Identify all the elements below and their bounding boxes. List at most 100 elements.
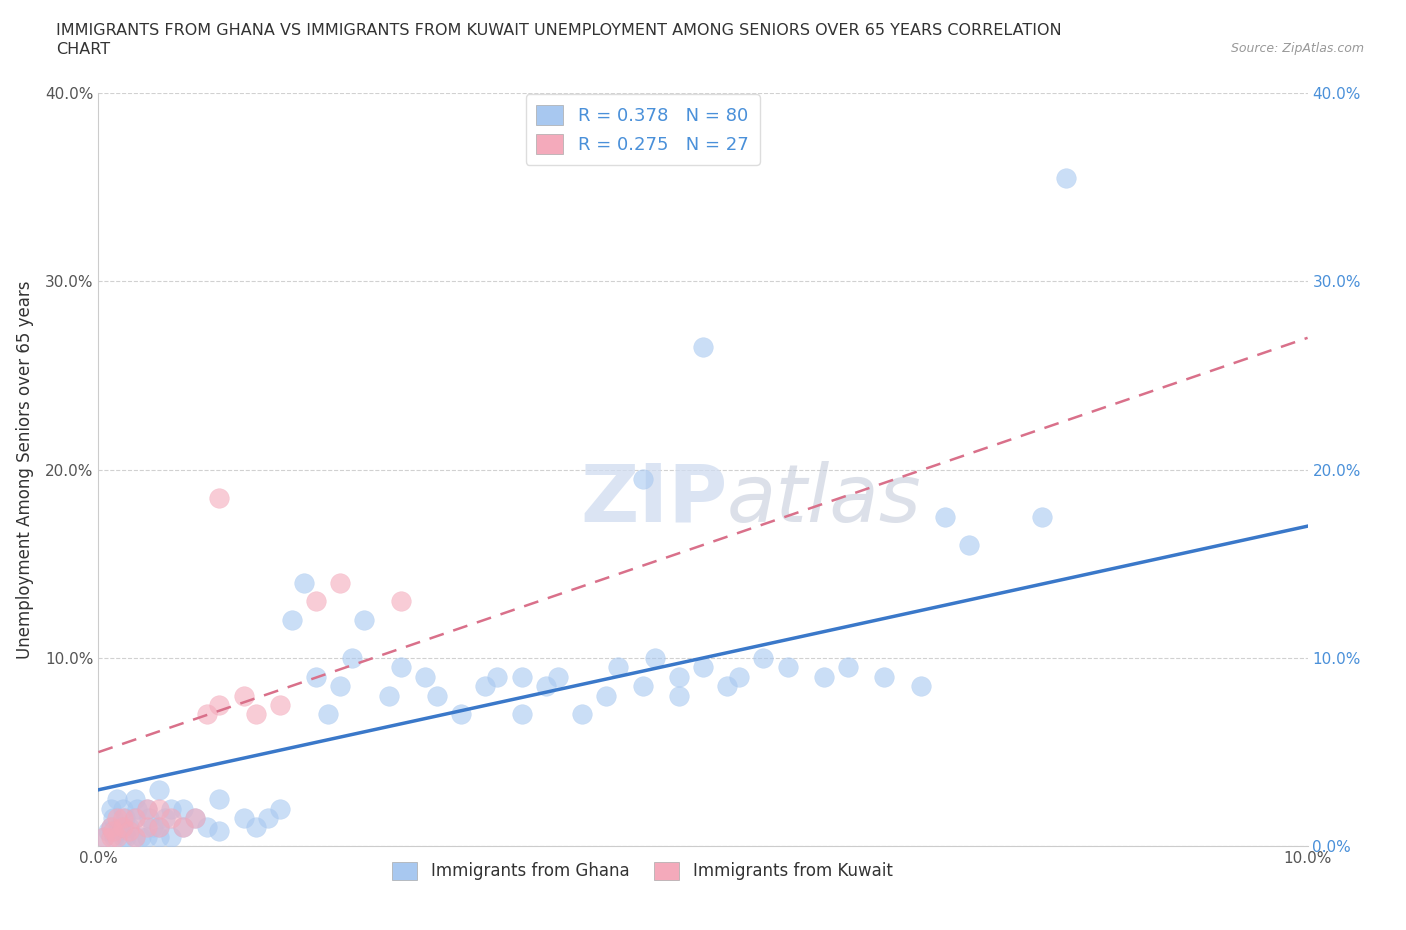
Point (195, 707, 218, 722)
Point (138, 811, 160, 826)
Point (124, 811, 146, 826)
Point (129, 830, 152, 844)
Point (208, 791, 231, 806)
Point (752, 651, 775, 666)
Point (232, 688, 254, 703)
Point (101, 824, 124, 839)
Point (426, 688, 449, 703)
Point (111, 811, 134, 826)
Point (342, 651, 364, 666)
Point (389, 660, 412, 675)
Point (105, 830, 128, 844)
Point (631, 472, 654, 486)
Point (692, 660, 714, 675)
Point (100, 802, 122, 817)
Point (547, 670, 569, 684)
Point (1054, 170, 1077, 185)
Point (644, 651, 666, 666)
Point (103, 830, 125, 844)
Point (486, 670, 509, 684)
Point (148, 820, 170, 835)
Point (160, 802, 183, 817)
Point (118, 820, 141, 835)
Point (510, 670, 533, 684)
Point (776, 660, 799, 675)
Point (124, 811, 146, 826)
Point (93, 830, 115, 844)
Point (135, 830, 157, 844)
Point (389, 594, 412, 609)
Point (100, 830, 122, 844)
Point (571, 707, 593, 722)
Point (135, 820, 157, 835)
Point (208, 490, 231, 505)
Point (607, 660, 630, 675)
Point (114, 811, 136, 826)
Point (910, 679, 932, 694)
Point (105, 791, 128, 806)
Point (93, 830, 115, 844)
Point (142, 820, 165, 835)
Point (716, 679, 738, 694)
Point (172, 820, 194, 835)
Point (316, 707, 339, 722)
Point (692, 339, 714, 354)
Point (124, 791, 146, 806)
Point (281, 613, 304, 628)
Point (111, 820, 134, 835)
Point (668, 670, 690, 684)
Point (153, 811, 176, 826)
Point (127, 802, 149, 817)
Point (269, 802, 291, 817)
Text: IMMIGRANTS FROM GHANA VS IMMIGRANTS FROM KUWAIT UNEMPLOYMENT AMONG SENIORS OVER : IMMIGRANTS FROM GHANA VS IMMIGRANTS FROM… (56, 23, 1062, 38)
Point (160, 811, 183, 826)
Point (184, 811, 207, 826)
Text: atlas: atlas (727, 460, 922, 538)
Point (305, 670, 328, 684)
Point (208, 698, 231, 712)
Point (474, 679, 496, 694)
Point (353, 613, 375, 628)
Point (595, 688, 617, 703)
Point (148, 820, 170, 835)
Point (208, 824, 231, 839)
Point (184, 811, 207, 826)
Point (534, 679, 557, 694)
Point (195, 820, 218, 835)
Point (292, 575, 315, 591)
Point (148, 830, 170, 844)
Point (118, 824, 141, 839)
Point (108, 820, 131, 835)
Point (232, 811, 254, 826)
Y-axis label: Unemployment Among Seniors over 65 years: Unemployment Among Seniors over 65 years (15, 281, 34, 658)
Point (148, 782, 170, 797)
Point (1031, 510, 1053, 525)
Point (124, 830, 146, 844)
Point (873, 670, 896, 684)
Point (172, 820, 194, 835)
Point (256, 811, 278, 826)
Point (100, 820, 122, 835)
Point (934, 510, 956, 525)
Text: CHART: CHART (56, 42, 110, 57)
Point (957, 538, 980, 552)
Point (115, 830, 138, 844)
Point (305, 594, 328, 609)
Text: ZIP: ZIP (579, 460, 727, 538)
Point (269, 698, 291, 712)
Text: Source: ZipAtlas.com: Source: ZipAtlas.com (1230, 42, 1364, 55)
Point (245, 707, 267, 722)
Point (329, 679, 352, 694)
Point (837, 660, 859, 675)
Point (631, 679, 654, 694)
Point (413, 670, 436, 684)
Point (135, 802, 157, 817)
Point (124, 830, 146, 844)
Point (450, 707, 472, 722)
Point (100, 820, 122, 835)
Point (510, 707, 533, 722)
Point (668, 688, 690, 703)
Point (105, 824, 128, 839)
Point (148, 802, 170, 817)
Point (105, 811, 128, 826)
